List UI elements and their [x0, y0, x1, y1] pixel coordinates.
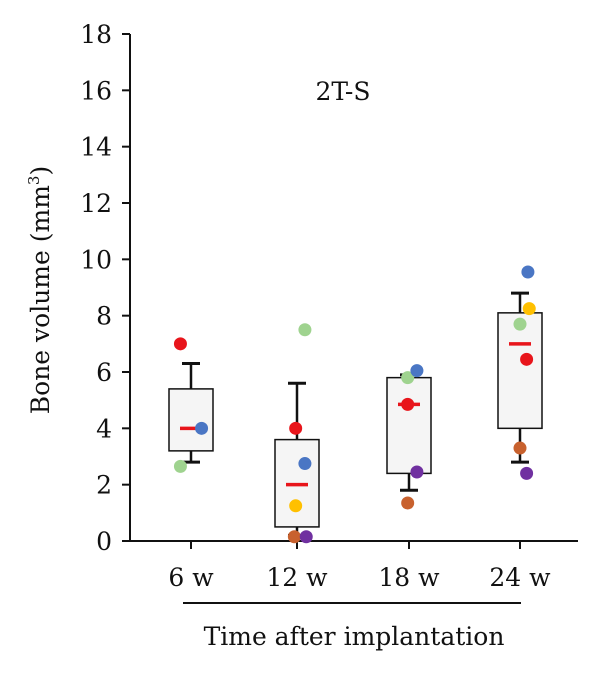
y-tick-label: 6	[96, 358, 112, 387]
data-point	[298, 323, 312, 337]
box-iqr	[497, 312, 543, 430]
box-group	[386, 373, 432, 492]
data-point	[298, 457, 312, 471]
x-tick-label: 12 w	[266, 563, 328, 592]
data-point	[289, 421, 303, 435]
data-point	[289, 499, 303, 513]
y-axis-label-end: )	[26, 166, 55, 176]
data-point	[513, 317, 527, 331]
box-group	[497, 291, 543, 464]
box-group	[274, 381, 320, 537]
y-tick-label: 4	[96, 414, 112, 443]
box-group	[168, 362, 214, 464]
x-tick-label: 6 w	[168, 563, 214, 592]
data-point	[520, 466, 534, 480]
y-axis-label: Bone volume (mm3)	[25, 166, 55, 414]
y-tick-label: 2	[96, 471, 112, 500]
y-tick-label: 0	[96, 527, 112, 556]
box-iqr	[168, 388, 214, 452]
data-point	[401, 371, 415, 385]
box-iqr	[386, 376, 432, 475]
data-point	[520, 352, 534, 366]
plot-area: 6 w 12 w 18 w 24 w	[168, 265, 551, 592]
data-point	[513, 441, 527, 455]
data-point	[401, 397, 415, 411]
data-point	[522, 302, 536, 316]
x-tick-label: 18 w	[378, 563, 440, 592]
data-point	[173, 459, 187, 473]
y-tick-label: 8	[96, 302, 112, 331]
data-point	[195, 421, 209, 435]
data-point	[299, 530, 313, 544]
data-point	[410, 465, 424, 479]
data-point	[410, 364, 424, 378]
data-point	[173, 337, 187, 351]
y-axis-label-main: Bone volume (mm	[26, 185, 55, 414]
data-point	[401, 496, 415, 510]
y-tick-label: 18	[80, 20, 112, 49]
y-tick-label: 14	[80, 133, 112, 162]
data-point	[287, 530, 301, 544]
y-axis-label-superscript: 3	[25, 176, 43, 186]
x-tick-label: 24 w	[489, 563, 551, 592]
data-point	[521, 265, 535, 279]
y-axis: 0 2 4 6 8 10 12 14 16 18	[80, 20, 578, 556]
y-tick-label: 16	[80, 76, 112, 105]
y-tick-label: 10	[80, 245, 112, 274]
chart-annotation: 2T-S	[316, 77, 371, 106]
x-axis-label: Time after implantation	[204, 622, 505, 651]
y-tick-label: 12	[80, 189, 112, 218]
